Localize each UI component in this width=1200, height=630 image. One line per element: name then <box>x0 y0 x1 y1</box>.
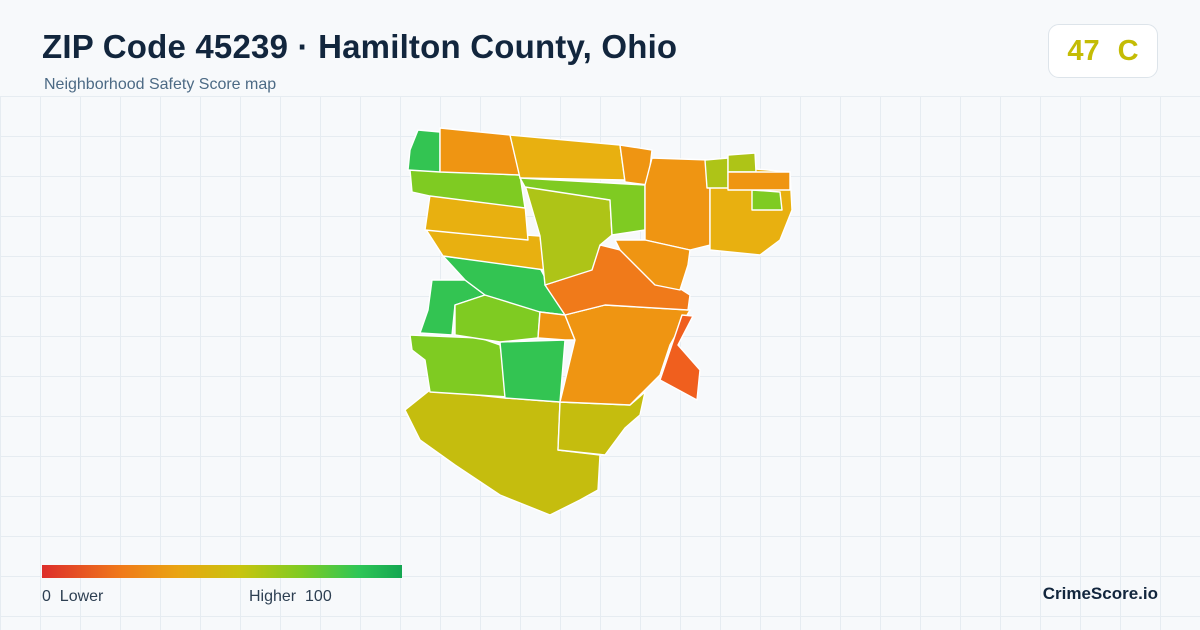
brand-logo: CrimeScore.io <box>1042 584 1158 603</box>
page-subtitle: Neighborhood Safety Score map <box>44 76 277 93</box>
map-area[interactable] <box>509 134 626 181</box>
score-grade: C <box>1117 34 1139 67</box>
map-area[interactable] <box>704 157 729 189</box>
map-area[interactable] <box>659 314 701 401</box>
header <box>0 0 1200 96</box>
legend-low-label: 0 Lower <box>42 588 103 606</box>
map-area[interactable] <box>499 339 566 403</box>
score-badge: 47 C <box>1048 24 1158 78</box>
score-value: 47 <box>1067 34 1100 67</box>
map-area[interactable] <box>409 334 509 398</box>
map-area[interactable] <box>537 311 576 341</box>
legend-min-value: 0 <box>42 588 51 605</box>
legend-max-text: Higher <box>249 588 297 605</box>
map-area[interactable] <box>407 129 441 173</box>
legend-min-text: Lower <box>59 588 104 605</box>
legend-color-scale <box>42 565 402 578</box>
legend-high-label: Higher 100 <box>249 588 332 606</box>
map-area[interactable] <box>439 127 521 176</box>
map-area[interactable] <box>751 189 783 211</box>
map-area[interactable] <box>727 171 791 191</box>
page-title: ZIP Code 45239 · Hamilton County, Ohio <box>42 28 678 65</box>
neighborhood-areas <box>404 127 793 516</box>
map-area[interactable] <box>727 152 757 173</box>
legend-max-value: 100 <box>305 588 332 605</box>
map-area[interactable] <box>614 239 691 291</box>
map-area[interactable] <box>644 157 711 251</box>
